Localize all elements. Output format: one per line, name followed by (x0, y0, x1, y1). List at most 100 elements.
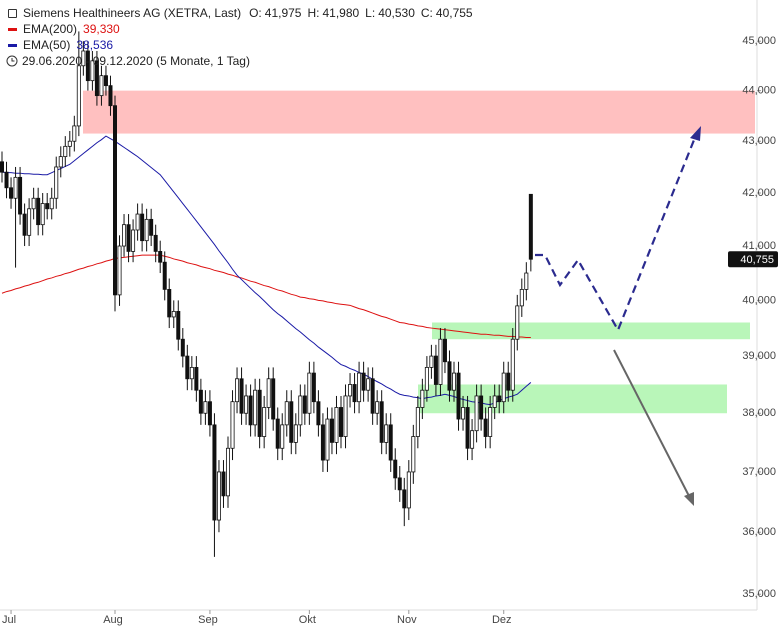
candle-body (244, 395, 249, 414)
candle-body (384, 424, 389, 443)
candle-body (253, 389, 258, 426)
candle-body (302, 395, 307, 414)
candle-body (103, 75, 108, 87)
y-tick-label: 44,000 (742, 85, 776, 97)
ohlc-key: H: (307, 6, 320, 20)
candle-body (49, 197, 54, 210)
x-tick-label: Okt (299, 614, 316, 626)
candle-body (207, 401, 212, 426)
candle-body (510, 338, 515, 391)
candle-body (442, 338, 447, 363)
candle-body (470, 430, 475, 449)
candle-body (519, 288, 524, 307)
candle-body (311, 372, 316, 403)
candle-body (185, 355, 190, 380)
candle-body (239, 378, 244, 414)
candle-body (203, 401, 208, 414)
legend-item: EMA(50) 38,536 (6, 37, 473, 53)
candle-body (320, 424, 325, 461)
date-range: 29.06.2020 - 09.12.2020 (5 Monate, 1 Tag… (22, 54, 250, 68)
candle-body (280, 424, 285, 449)
x-tick-label: Sep (198, 614, 218, 626)
candle-body (216, 471, 221, 521)
candle-body (31, 197, 36, 210)
legend-swatch (8, 27, 17, 31)
candle-body (474, 395, 479, 432)
candle-body (36, 197, 41, 226)
candle-body (257, 389, 262, 437)
candle-body (225, 447, 230, 497)
candle-body (67, 140, 72, 147)
candle-body (63, 145, 68, 158)
legend-swatch (8, 43, 17, 47)
candle-body (298, 395, 303, 426)
y-tick-label: 41,000 (742, 240, 776, 252)
candle-body (126, 224, 131, 252)
zones (83, 90, 755, 414)
candle-body (40, 203, 45, 226)
candle-body (329, 418, 334, 443)
candle-body (524, 272, 529, 290)
candle-body (284, 401, 289, 426)
candle-body (158, 251, 163, 263)
candle-body (429, 355, 434, 368)
candle-body (54, 166, 59, 199)
ohlc-item: O: 41,975 (249, 5, 301, 21)
arrow-head (690, 126, 701, 141)
ohlc-item: C: 40,755 (421, 5, 473, 21)
ohlc-value: 41,980 (322, 6, 360, 20)
legend: Siemens Healthineers AG (XETRA, Last) O:… (6, 5, 473, 69)
candle-body (108, 85, 113, 107)
candle-body (235, 378, 240, 403)
candle-body (424, 367, 429, 391)
candle-body (140, 213, 145, 242)
candle-body (99, 75, 104, 97)
candle-body (338, 407, 343, 437)
candle-body (402, 489, 407, 509)
candle-body (406, 471, 411, 509)
candle-body (194, 367, 199, 391)
x-tick-label: Jul (2, 614, 16, 626)
candle-body (113, 105, 118, 296)
candle-body (456, 372, 461, 420)
candle-body (465, 407, 470, 449)
x-tick-label: Aug (103, 614, 123, 626)
candle-body (81, 50, 86, 67)
clock-icon (6, 55, 18, 67)
candle-body (325, 418, 330, 461)
series-legend: EMA(200) 39,330 EMA(50) 38,536 (6, 21, 473, 53)
y-tick-label: 43,000 (742, 135, 776, 147)
candle-body (483, 418, 488, 437)
candle-body (348, 384, 353, 397)
y-tick-label: 35,000 (742, 588, 776, 600)
candle-body (117, 245, 122, 296)
candle-body (153, 234, 158, 252)
candle-body (501, 372, 506, 403)
candle-body (411, 436, 416, 473)
instrument-title: Siemens Healthineers AG (XETRA, Last) (23, 6, 242, 20)
ohlc-value: 40,530 (378, 6, 415, 20)
candle-body (144, 218, 149, 242)
projection-up (535, 134, 698, 333)
candle-body (528, 193, 533, 260)
ohlc-value: 41,975 (264, 6, 302, 20)
candle-body (307, 372, 312, 414)
x-tick-label: Dez (492, 614, 512, 626)
candle-body (45, 203, 50, 210)
y-tick-label: 42,000 (742, 187, 776, 199)
candle-body (22, 213, 27, 236)
candle-body (76, 65, 81, 127)
candle-body (352, 384, 357, 403)
date-row: 29.06.2020 - 09.12.2020 (5 Monate, 1 Tag… (6, 53, 473, 69)
candle-body (379, 401, 384, 443)
candle-body (9, 187, 14, 199)
legend-value: 38,536 (76, 38, 114, 52)
zone (83, 90, 755, 134)
candle-body (27, 208, 32, 236)
candle-body (316, 401, 321, 426)
y-tick-label: 37,000 (742, 466, 776, 478)
candle-body (262, 407, 267, 437)
candle-body (266, 378, 271, 408)
legend-label: EMA(200) (23, 22, 78, 36)
candle-body (397, 477, 402, 491)
